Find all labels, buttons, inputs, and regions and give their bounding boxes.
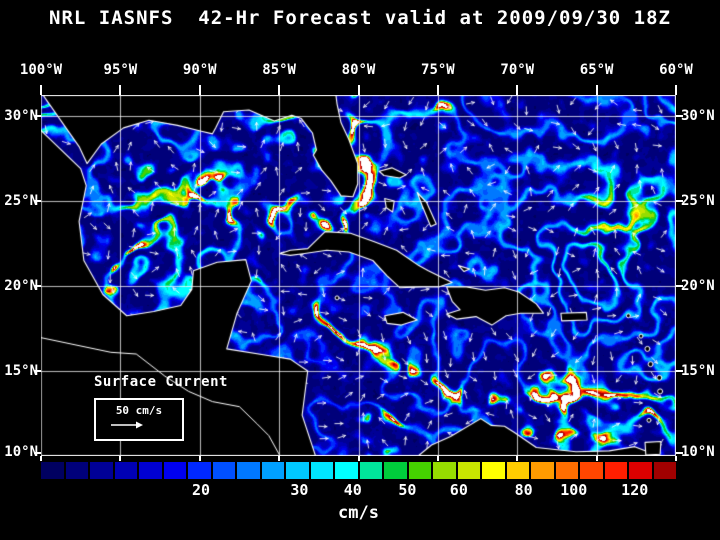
lon-tick-label: 90°W	[182, 62, 217, 78]
lat-tick-label: 15°N	[681, 363, 715, 379]
colorbar-cell	[384, 462, 407, 479]
axis-tick	[34, 285, 41, 287]
axis-tick	[676, 115, 683, 117]
scale-arrow-icon	[111, 421, 143, 429]
colorbar-tick-label: 80	[514, 481, 533, 499]
axis-tick	[34, 115, 41, 117]
axis-tick	[357, 456, 360, 461]
axis-tick	[595, 85, 598, 95]
colorbar-cell	[506, 462, 529, 479]
scale-label: 50 cm/s	[115, 404, 163, 417]
colorbar-cell	[139, 462, 162, 479]
axis-tick	[357, 85, 360, 95]
colorbar-tick-label: 50	[398, 481, 417, 499]
lon-tick-label: 80°W	[341, 62, 376, 78]
lat-tick-label: 10°N	[681, 444, 715, 460]
colorbar-cell	[237, 462, 260, 479]
axis-tick	[34, 452, 41, 454]
axis-tick	[119, 456, 122, 461]
scale-box: 50 cm/s	[94, 398, 184, 441]
colorbar-cell	[188, 462, 211, 479]
colorbar-cell	[482, 462, 505, 479]
axis-tick	[119, 85, 122, 95]
axis-tick	[198, 85, 201, 95]
axis-tick	[516, 456, 519, 461]
page-title: NRL IASNFS 42-Hr Forecast valid at 2009/…	[49, 7, 671, 29]
colorbar-tick-label: 120	[621, 481, 649, 499]
lat-tick-label: 20°N	[681, 278, 715, 294]
colorbar-cell	[163, 462, 186, 479]
lon-tick-label: 85°W	[262, 62, 296, 78]
lon-tick-label: 75°W	[421, 62, 455, 78]
legend-title: Surface Current	[94, 374, 228, 390]
colorbar-cell	[286, 462, 309, 479]
lat-tick-label: 20°N	[4, 278, 38, 294]
colorbar-tick-label: 30	[290, 481, 309, 499]
axis-tick	[40, 456, 42, 461]
axis-tick	[675, 85, 677, 95]
colorbar-cell	[457, 462, 480, 479]
axis-tick	[278, 456, 281, 461]
colorbar	[41, 462, 676, 479]
lon-tick-label: 100°W	[19, 62, 63, 78]
axis-tick	[675, 456, 677, 461]
axis-tick	[676, 370, 683, 372]
axis-tick	[436, 85, 439, 95]
colorbar-cell	[408, 462, 431, 479]
colorbar-cell	[212, 462, 235, 479]
axis-tick	[436, 456, 439, 461]
lon-tick-label: 95°W	[103, 62, 138, 78]
axis-tick	[676, 200, 683, 202]
axis-tick	[198, 456, 201, 461]
lat-tick-label: 25°N	[4, 193, 38, 209]
lat-tick-label: 25°N	[681, 193, 715, 209]
colorbar-cell	[653, 462, 676, 479]
lat-tick-label: 15°N	[4, 363, 38, 379]
lon-tick-label: 65°W	[579, 62, 614, 78]
top-axis: 100°W 95°W 90°W 85°W 80°W 75°W 70°W 65°W 60°W	[0, 60, 720, 95]
colorbar-cell	[531, 462, 554, 479]
lat-tick-label: 30°N	[681, 108, 715, 124]
axis-tick	[34, 200, 41, 202]
colorbar-cell	[580, 462, 603, 479]
lat-tick-label: 10°N	[4, 444, 38, 460]
lon-tick-label: 70°W	[500, 62, 535, 78]
axis-tick	[40, 85, 42, 95]
axis-tick	[676, 452, 683, 454]
colorbar-cell	[433, 462, 456, 479]
axis-tick	[676, 285, 683, 287]
axis-tick	[516, 85, 519, 95]
colorbar-cell	[335, 462, 358, 479]
colorbar-cell	[604, 462, 627, 479]
colorbar-cell	[310, 462, 333, 479]
colorbar-cell	[65, 462, 88, 479]
current-map-canvas	[41, 95, 676, 456]
colorbar-cell	[90, 462, 113, 479]
axis-tick	[278, 85, 281, 95]
colorbar-cell	[261, 462, 284, 479]
lat-tick-label: 30°N	[4, 108, 38, 124]
colorbar-tick-label: 20	[191, 481, 211, 499]
colorbar-labels: 20 30 40 50 60 80 100 120	[41, 481, 676, 499]
colorbar-cell	[359, 462, 382, 479]
colorbar-cell	[114, 462, 137, 479]
colorbar-tick-label: 100	[560, 481, 588, 499]
colorbar-tick-label: 40	[343, 481, 362, 499]
axis-tick	[34, 370, 41, 372]
colorbar-unit: cm/s	[338, 503, 379, 523]
colorbar-cell	[41, 462, 64, 479]
colorbar-cell	[629, 462, 652, 479]
axis-tick	[595, 456, 598, 461]
colorbar-tick-label: 60	[449, 481, 468, 499]
colorbar-cell	[555, 462, 578, 479]
lon-tick-label: 60°W	[659, 62, 693, 78]
